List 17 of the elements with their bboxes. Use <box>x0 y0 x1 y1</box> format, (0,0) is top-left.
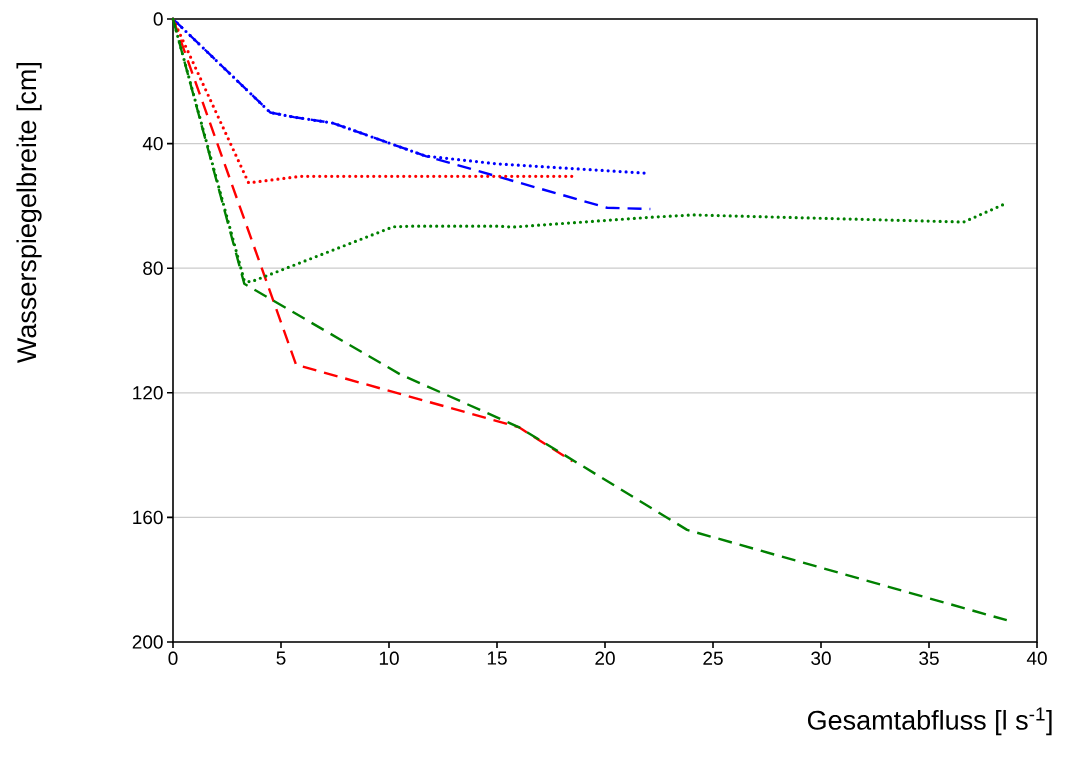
y-tick-label: 160 <box>133 510 163 525</box>
y-tick-label: 120 <box>133 386 163 400</box>
x-tick-label: 10 <box>379 651 399 665</box>
y-tick-label: 0 <box>153 12 163 26</box>
x-tick-label: 30 <box>811 651 831 665</box>
x-tick-label: 5 <box>276 651 286 665</box>
y-axis-title: Wasserspiegelbreite [cm] <box>16 63 42 364</box>
x-tick-label: 20 <box>595 651 615 665</box>
y-tick-label: 40 <box>142 136 163 151</box>
y-tick-label: 200 <box>132 635 163 649</box>
x-tick-label: 35 <box>919 651 939 665</box>
x-tick-label: 40 <box>1026 651 1047 665</box>
x-tick-label: 15 <box>487 651 507 665</box>
x-tick-label: 25 <box>703 651 723 665</box>
y-tick-label: 80 <box>143 261 163 275</box>
x-axis-title: Gesamtabfluss [l s$^{-1}$] <box>807 707 1052 736</box>
x-tick-label: 0 <box>168 651 178 665</box>
